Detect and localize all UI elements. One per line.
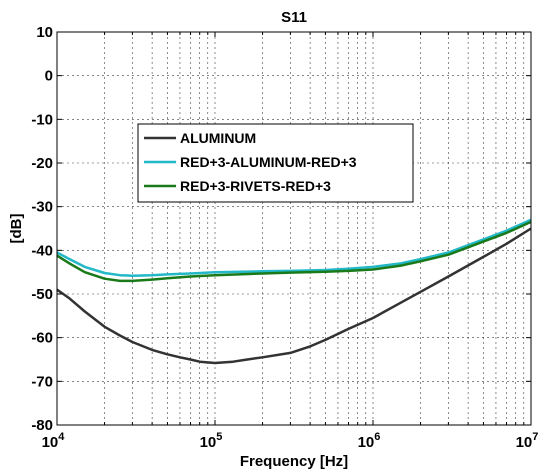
y-tick-label: -10 bbox=[31, 111, 53, 128]
tick-marks bbox=[57, 31, 531, 426]
series-lines bbox=[56, 218, 532, 365]
y-tick-label: -80 bbox=[31, 417, 53, 434]
legend-box bbox=[137, 123, 414, 203]
legend: ALUMINUM RED+3-ALUMINUM-RED+3 RED+3-RIVETS… bbox=[137, 123, 414, 203]
legend-label-1: ALUMINUM bbox=[180, 130, 256, 146]
y-tick-label: -70 bbox=[31, 373, 53, 390]
series-line-3 bbox=[56, 220, 532, 283]
y-tick-label: -30 bbox=[31, 199, 53, 216]
plot-frame bbox=[56, 31, 532, 426]
series-line-1 bbox=[56, 227, 532, 365]
y-tick-label: -50 bbox=[31, 286, 53, 303]
x-tick-label: 107 bbox=[516, 431, 539, 451]
y-axis-label: [dB] bbox=[8, 214, 25, 244]
y-tick-label: -60 bbox=[31, 330, 53, 347]
x-tick-label: 104 bbox=[42, 431, 66, 451]
y-tick-label: 10 bbox=[36, 24, 53, 41]
y-tick-labels: 10 0 -10 -20 -30 -40 -50 -60 -70 -80 bbox=[31, 24, 53, 434]
y-tick-label: -20 bbox=[31, 155, 53, 172]
x-tick-label: 106 bbox=[358, 431, 381, 451]
x-axis-label: Frequency [Hz] bbox=[240, 453, 348, 470]
x-tick-label: 105 bbox=[200, 431, 223, 451]
chart-title: S11 bbox=[281, 9, 307, 26]
series-line-2 bbox=[56, 218, 532, 277]
y-tick-label: 0 bbox=[45, 68, 53, 85]
legend-label-2: RED+3-ALUMINUM-RED+3 bbox=[180, 154, 357, 170]
grid-lines bbox=[57, 32, 531, 425]
legend-label-3: RED+3-RIVETS-RED+3 bbox=[180, 178, 331, 194]
y-tick-label: -40 bbox=[31, 242, 53, 259]
x-tick-labels: 104 105 106 107 bbox=[42, 431, 539, 451]
